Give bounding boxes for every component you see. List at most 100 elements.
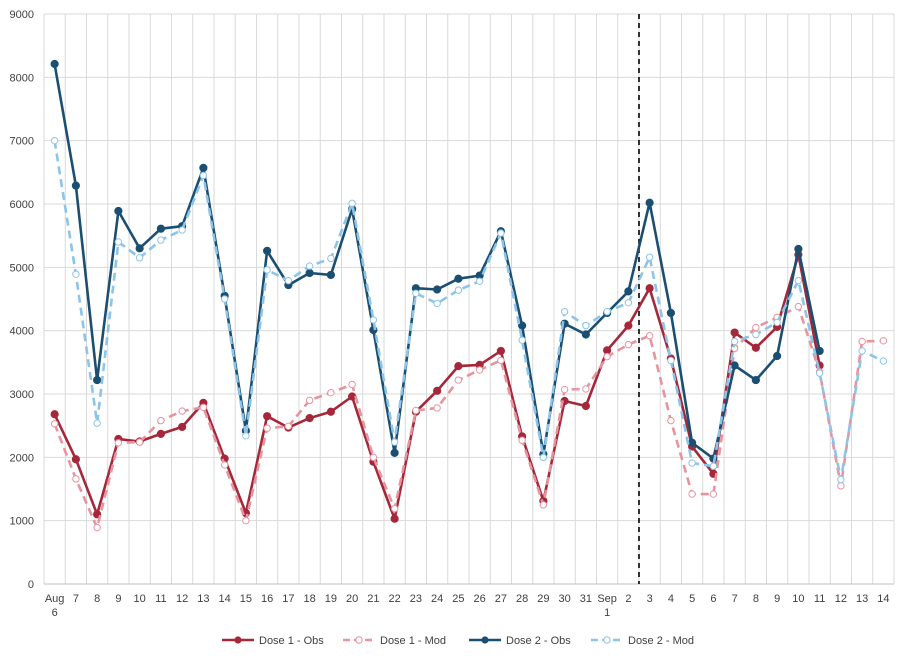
legend: Dose 1 - Obs Dose 1 - Mod Dose 2 - Obs Dose…: [222, 635, 694, 647]
data-point: [220, 461, 229, 469]
data-point: [497, 356, 505, 365]
x-tick-label: 23: [410, 593, 422, 605]
data-point: [178, 226, 186, 234]
data-point: [560, 385, 569, 394]
legend-label: Dose 1 - Mod: [380, 635, 446, 647]
x-tick-label: Sep 1: [597, 593, 617, 619]
data-point: [879, 357, 888, 365]
x-tick-label: 9: [774, 593, 780, 605]
y-tick-label: 8000: [10, 72, 34, 84]
data-point: [433, 299, 441, 308]
data-point: [539, 453, 548, 462]
data-point: [688, 438, 697, 447]
legend-item: Dose 2 - Mod: [591, 635, 694, 647]
data-point: [242, 516, 250, 525]
data-point: [284, 422, 293, 430]
x-tick-label: 16: [261, 593, 273, 605]
data-point: [751, 343, 760, 352]
data-point: [539, 501, 548, 509]
x-tick-label: 12: [176, 593, 188, 605]
data-point: [263, 246, 272, 255]
data-point: [305, 262, 314, 270]
data-point: [93, 375, 102, 385]
data-point: [624, 299, 633, 307]
data-point: [263, 424, 271, 432]
x-tick-label: 10: [792, 593, 804, 605]
data-point: [582, 321, 590, 330]
x-tick-label: 26: [474, 593, 486, 605]
data-point: [50, 136, 59, 145]
data-point: [72, 475, 80, 483]
x-tick-label: 6: [710, 593, 716, 605]
data-point: [752, 323, 760, 332]
data-point: [794, 302, 803, 311]
data-point: [390, 514, 399, 523]
data-point: [645, 253, 654, 261]
x-tick-label: 13: [856, 593, 868, 605]
data-point: [837, 475, 845, 484]
x-tick-label: 13: [197, 593, 209, 605]
data-point: [305, 268, 314, 278]
data-point: [454, 376, 463, 384]
x-tick-label: 28: [516, 593, 528, 605]
legend-item: Dose 2 - Obs: [469, 635, 571, 647]
data-point: [93, 419, 101, 427]
data-point: [581, 330, 590, 339]
legend-item: Dose 1 - Mod: [343, 635, 446, 647]
legend-item: Dose 1 - Obs: [222, 635, 324, 647]
data-point: [730, 328, 739, 337]
x-tick-label: 31: [580, 593, 592, 605]
legend-marker: [355, 636, 363, 644]
data-point: [369, 453, 378, 462]
data-point: [858, 337, 866, 346]
x-tick-label: 8: [753, 593, 759, 605]
data-point: [581, 401, 590, 411]
data-point: [326, 407, 335, 416]
series-group: [50, 59, 888, 532]
data-point: [518, 321, 527, 330]
data-point: [156, 224, 165, 233]
series-line: [53, 140, 884, 481]
data-point: [390, 448, 399, 457]
legend-label: Dose 2 - Mod: [628, 635, 694, 647]
x-tick-label: 22: [389, 593, 401, 605]
x-tick-label: 20: [346, 593, 358, 605]
x-tick-label: 8: [94, 593, 100, 605]
data-point: [475, 366, 484, 374]
data-point: [496, 346, 505, 356]
data-point: [773, 318, 781, 327]
x-tick-label: 14: [219, 593, 231, 605]
data-point: [412, 406, 420, 415]
x-tick-label: 5: [689, 593, 695, 605]
data-point: [815, 369, 824, 377]
y-tick-label: 0: [28, 579, 34, 591]
data-point: [433, 386, 442, 395]
x-tick-label: 29: [537, 593, 549, 605]
data-point: [815, 346, 824, 356]
data-point: [157, 416, 165, 425]
data-point: [263, 412, 272, 421]
data-point: [326, 270, 335, 280]
x-tick-label: 14: [877, 593, 889, 605]
data-point: [156, 429, 165, 438]
data-point: [624, 287, 633, 296]
data-point: [50, 410, 59, 419]
data-point: [752, 330, 760, 339]
x-tick-label: 11: [814, 593, 825, 605]
data-point: [305, 413, 314, 423]
data-point: [412, 289, 420, 297]
x-tick-label: 15: [240, 593, 252, 605]
y-axis-ticks: 0 1000 2000 3000 4000 5000 6000 7000 8000 9000: [10, 9, 34, 591]
data-point: [114, 238, 123, 246]
x-tick-label: 3: [647, 593, 653, 605]
x-tick-label: 12: [835, 593, 847, 605]
data-point: [93, 523, 101, 532]
data-point: [645, 198, 654, 207]
data-point: [837, 482, 845, 490]
x-tick-label: 30: [559, 593, 571, 605]
data-point: [879, 337, 888, 345]
data-point: [390, 504, 399, 513]
data-point: [199, 403, 208, 411]
data-point: [794, 244, 803, 254]
data-point: [667, 416, 675, 425]
